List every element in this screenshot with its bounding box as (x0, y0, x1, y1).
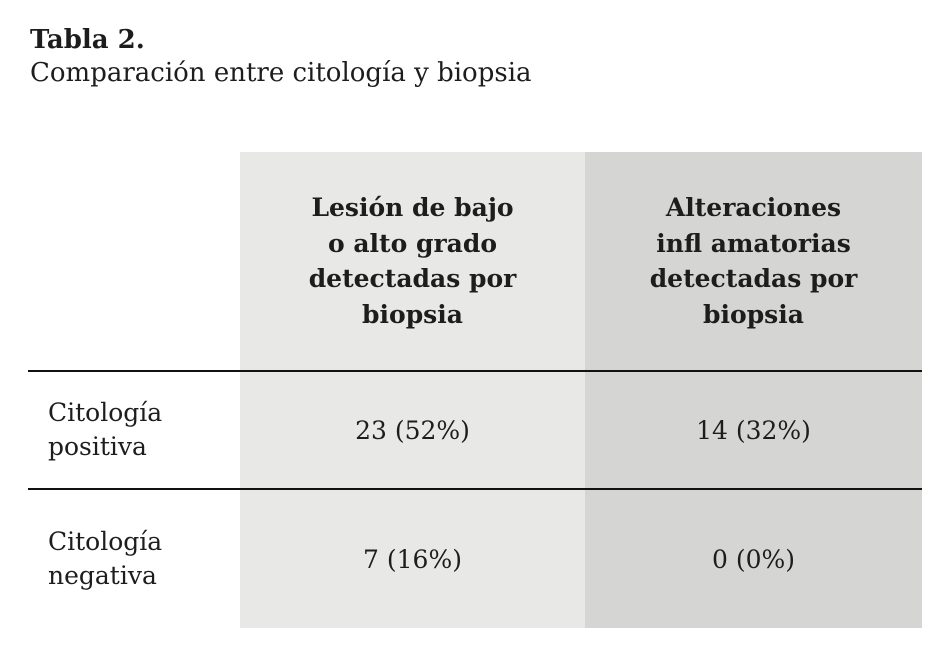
header-line: detectadas por (649, 264, 858, 293)
header-line: Lesión de bajo (311, 193, 514, 222)
comparison-table: Lesión de bajo o alto grado detectadas p… (28, 152, 922, 628)
header-corner-cell (28, 152, 240, 370)
column-header-biopsy-lesion-text: Lesión de bajo o alto grado detectadas p… (309, 190, 517, 332)
column-header-biopsy-inflammatory: Alteraciones infl amatorias detectadas p… (585, 152, 922, 370)
row-label-cytology-positive: Citología positiva (28, 370, 240, 488)
row-label-cytology-negative: Citología negativa (28, 488, 240, 628)
value-positive-inflammatory: 14 (32%) (585, 370, 922, 488)
table-title-block: Tabla 2. Comparación entre citología y b… (30, 24, 532, 90)
header-line: detectadas por (308, 264, 517, 293)
value-negative-inflammatory: 0 (0%) (585, 488, 922, 628)
header-line: o alto grado (327, 228, 497, 258)
header-line: biopsia (703, 299, 804, 329)
header-line: biopsia (362, 299, 463, 329)
column-header-biopsy-lesion: Lesión de bajo o alto grado detectadas p… (240, 152, 585, 370)
header-line: Alteraciones (665, 193, 842, 222)
column-header-biopsy-inflammatory-text: Alteraciones infl amatorias detectadas p… (650, 190, 858, 332)
table-caption: Comparación entre citología y biopsia (30, 57, 532, 88)
value-positive-lesion: 23 (52%) (240, 370, 585, 488)
table-number-label: Tabla 2. (30, 25, 145, 55)
header-line: infl amatorias (656, 228, 851, 258)
value-negative-lesion: 7 (16%) (240, 488, 585, 628)
